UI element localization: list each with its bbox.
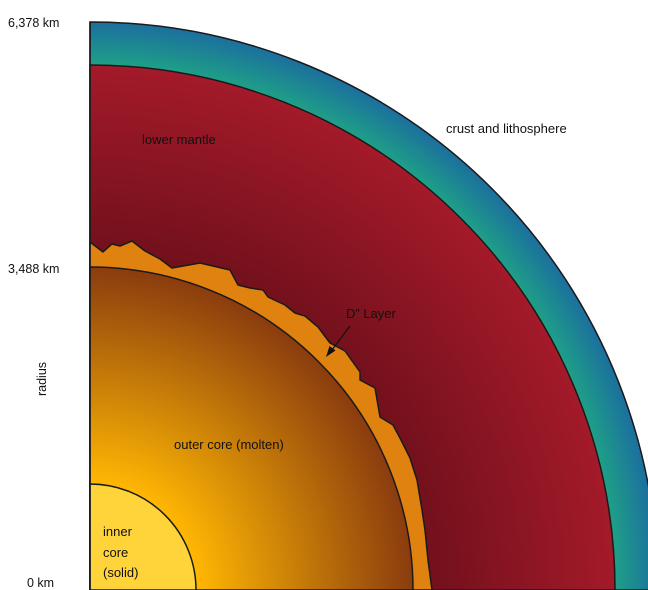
inner-core-label-line-1: inner	[103, 524, 133, 539]
inner-core-label-line-3: (solid)	[103, 565, 138, 580]
inner-core-label: inner core (solid)	[103, 524, 138, 580]
crust-label: crust and lithosphere	[446, 121, 567, 136]
axis-title: radius	[35, 362, 49, 396]
lower-mantle-label: lower mantle	[142, 132, 216, 147]
inner-core-label-line-2: core	[103, 545, 128, 560]
tick-label-surface: 6,378 km	[8, 16, 59, 30]
tick-label-core-boundary: 3,488 km	[8, 262, 59, 276]
d-layer-pointer-arrow	[326, 325, 351, 357]
outer-core-layer	[89, 266, 414, 590]
inner-core-layer	[89, 483, 197, 590]
d-layer-label: D” Layer	[346, 306, 397, 321]
outer-core-label: outer core (molten)	[174, 437, 284, 452]
tick-label-center: 0 km	[27, 576, 54, 590]
